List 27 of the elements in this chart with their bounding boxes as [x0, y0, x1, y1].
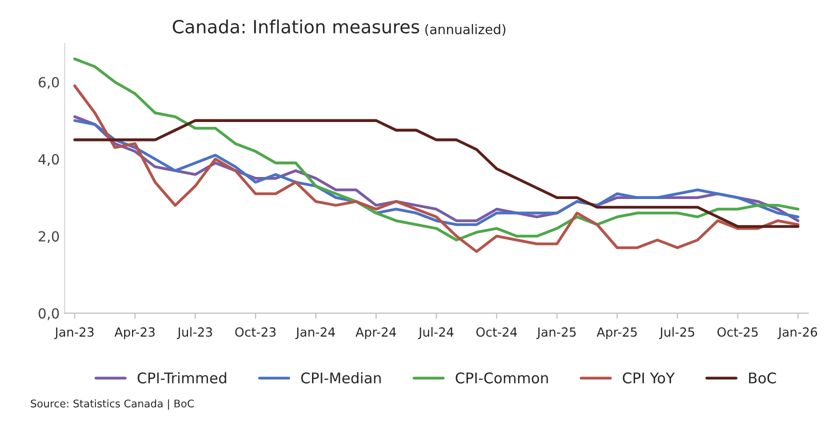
legend-label: CPI-Trimmed: [138, 372, 226, 384]
y-tick-label: 6,0: [38, 76, 59, 89]
y-tick-label: 2,0: [38, 231, 59, 244]
x-tick-label: Oct-25: [717, 327, 758, 337]
x-tick-label: Jul-25: [659, 327, 694, 340]
x-tick-label: Jul-23: [176, 327, 212, 340]
x-tick-label: Apr-24: [356, 327, 396, 340]
legend-label: CPI-Median: [301, 372, 381, 384]
x-tick-label: Jan-24: [295, 327, 335, 340]
chart-title: Canada: Inflation measures: [172, 20, 420, 34]
legend-label: CPI-Common: [456, 372, 548, 384]
source-note: Source: Statistics Canada | BoC: [30, 399, 194, 410]
x-tick-label: Apr-23: [114, 327, 155, 340]
y-tick-label: 0,0: [38, 308, 59, 320]
line-series: [73, 58, 800, 242]
x-tick-label: Oct-24: [476, 327, 517, 337]
x-tick-label: Jan-25: [536, 327, 576, 340]
x-tick-label: Jul-24: [418, 327, 454, 340]
line-series: [73, 84, 800, 253]
chart-subtitle: (annualized): [425, 24, 506, 36]
legend-label: CPI YoY: [622, 372, 675, 384]
x-tick-label: Oct-23: [235, 327, 276, 337]
x-tick-label: Jan-23: [54, 327, 94, 340]
x-tick-label: Jan-26: [778, 327, 818, 340]
y-tick-label: 4,0: [38, 154, 59, 166]
legend-label: BoC: [749, 372, 776, 384]
x-tick-label: Apr-25: [596, 327, 637, 340]
